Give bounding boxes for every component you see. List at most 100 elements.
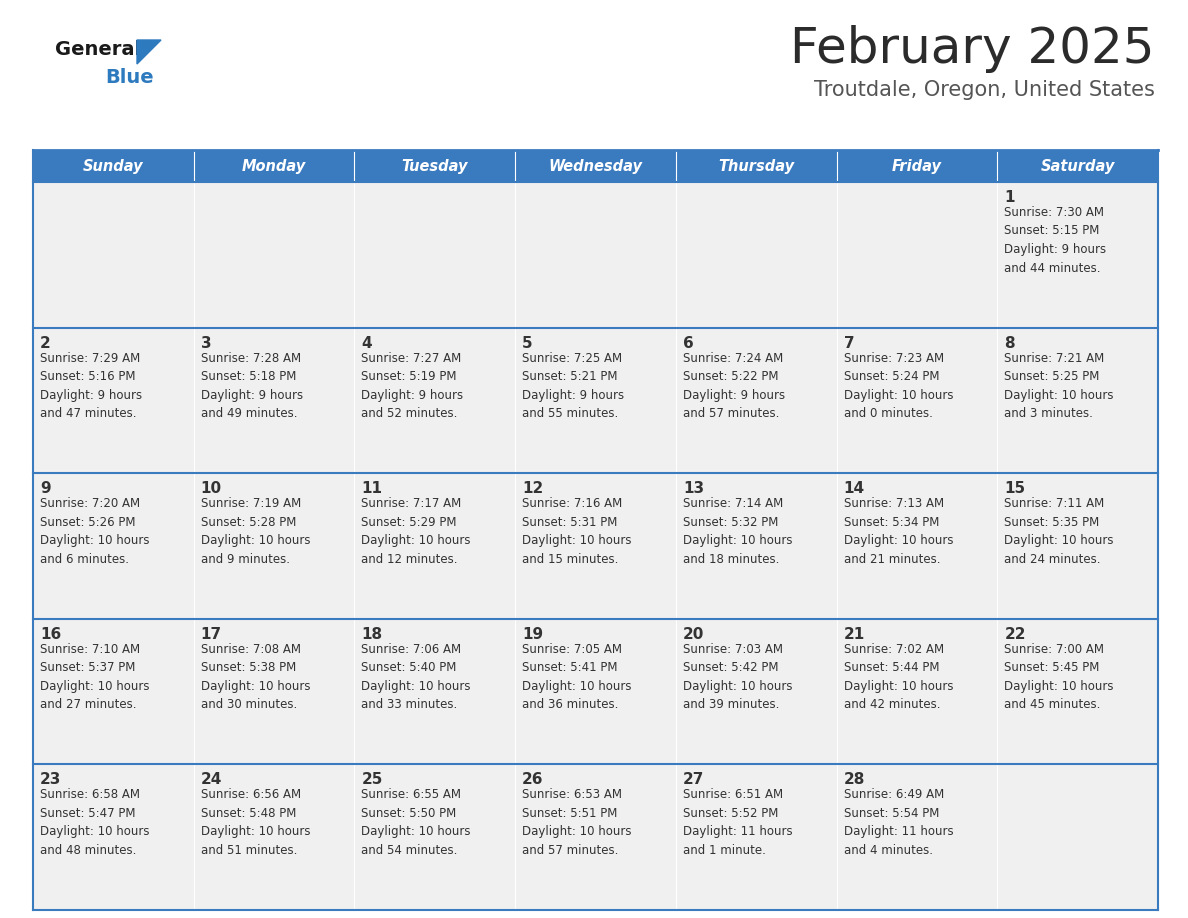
- Bar: [194, 473, 354, 619]
- Bar: [194, 765, 354, 910]
- Bar: [997, 765, 1158, 910]
- Bar: [354, 328, 516, 473]
- Bar: [354, 619, 516, 765]
- Text: Sunrise: 7:17 AM
Sunset: 5:29 PM
Daylight: 10 hours
and 12 minutes.: Sunrise: 7:17 AM Sunset: 5:29 PM Dayligh…: [361, 498, 470, 565]
- Text: 1: 1: [1004, 190, 1015, 205]
- Text: Friday: Friday: [892, 159, 942, 174]
- Text: Sunrise: 7:20 AM
Sunset: 5:26 PM
Daylight: 10 hours
and 6 minutes.: Sunrise: 7:20 AM Sunset: 5:26 PM Dayligh…: [40, 498, 150, 565]
- Text: Sunrise: 7:08 AM
Sunset: 5:38 PM
Daylight: 10 hours
and 30 minutes.: Sunrise: 7:08 AM Sunset: 5:38 PM Dayligh…: [201, 643, 310, 711]
- Text: 18: 18: [361, 627, 383, 642]
- Bar: [676, 619, 836, 765]
- Bar: [354, 765, 516, 910]
- Bar: [676, 150, 836, 182]
- Text: 26: 26: [523, 772, 544, 788]
- Text: Sunrise: 7:19 AM
Sunset: 5:28 PM
Daylight: 10 hours
and 9 minutes.: Sunrise: 7:19 AM Sunset: 5:28 PM Dayligh…: [201, 498, 310, 565]
- Text: 11: 11: [361, 481, 383, 497]
- Bar: [354, 473, 516, 619]
- Bar: [194, 150, 354, 182]
- Text: Sunrise: 7:05 AM
Sunset: 5:41 PM
Daylight: 10 hours
and 36 minutes.: Sunrise: 7:05 AM Sunset: 5:41 PM Dayligh…: [523, 643, 632, 711]
- Text: 4: 4: [361, 336, 372, 351]
- Bar: [676, 473, 836, 619]
- Text: Sunrise: 7:06 AM
Sunset: 5:40 PM
Daylight: 10 hours
and 33 minutes.: Sunrise: 7:06 AM Sunset: 5:40 PM Dayligh…: [361, 643, 470, 711]
- Bar: [516, 182, 676, 328]
- Bar: [676, 328, 836, 473]
- Bar: [516, 765, 676, 910]
- Text: 27: 27: [683, 772, 704, 788]
- Text: 21: 21: [843, 627, 865, 642]
- Text: Sunrise: 7:16 AM
Sunset: 5:31 PM
Daylight: 10 hours
and 15 minutes.: Sunrise: 7:16 AM Sunset: 5:31 PM Dayligh…: [523, 498, 632, 565]
- Text: Sunday: Sunday: [83, 159, 144, 174]
- Text: Sunrise: 7:27 AM
Sunset: 5:19 PM
Daylight: 9 hours
and 52 minutes.: Sunrise: 7:27 AM Sunset: 5:19 PM Dayligh…: [361, 352, 463, 420]
- Text: Sunrise: 7:23 AM
Sunset: 5:24 PM
Daylight: 10 hours
and 0 minutes.: Sunrise: 7:23 AM Sunset: 5:24 PM Dayligh…: [843, 352, 953, 420]
- Text: 16: 16: [40, 627, 62, 642]
- Bar: [33, 619, 194, 765]
- Text: 7: 7: [843, 336, 854, 351]
- Text: Sunrise: 7:10 AM
Sunset: 5:37 PM
Daylight: 10 hours
and 27 minutes.: Sunrise: 7:10 AM Sunset: 5:37 PM Dayligh…: [40, 643, 150, 711]
- Bar: [997, 328, 1158, 473]
- Text: 12: 12: [523, 481, 543, 497]
- Bar: [354, 150, 516, 182]
- Text: Sunrise: 6:56 AM
Sunset: 5:48 PM
Daylight: 10 hours
and 51 minutes.: Sunrise: 6:56 AM Sunset: 5:48 PM Dayligh…: [201, 789, 310, 856]
- Text: Tuesday: Tuesday: [402, 159, 468, 174]
- Text: Troutdale, Oregon, United States: Troutdale, Oregon, United States: [814, 80, 1155, 100]
- Text: Sunrise: 7:25 AM
Sunset: 5:21 PM
Daylight: 9 hours
and 55 minutes.: Sunrise: 7:25 AM Sunset: 5:21 PM Dayligh…: [523, 352, 624, 420]
- Bar: [836, 328, 997, 473]
- Text: 2: 2: [40, 336, 51, 351]
- Text: 3: 3: [201, 336, 211, 351]
- Text: Sunrise: 7:21 AM
Sunset: 5:25 PM
Daylight: 10 hours
and 3 minutes.: Sunrise: 7:21 AM Sunset: 5:25 PM Dayligh…: [1004, 352, 1114, 420]
- Text: 14: 14: [843, 481, 865, 497]
- Text: Thursday: Thursday: [719, 159, 795, 174]
- Bar: [676, 765, 836, 910]
- Text: Sunrise: 7:30 AM
Sunset: 5:15 PM
Daylight: 9 hours
and 44 minutes.: Sunrise: 7:30 AM Sunset: 5:15 PM Dayligh…: [1004, 206, 1106, 274]
- Polygon shape: [137, 40, 162, 64]
- Text: 19: 19: [523, 627, 543, 642]
- Text: Sunrise: 6:55 AM
Sunset: 5:50 PM
Daylight: 10 hours
and 54 minutes.: Sunrise: 6:55 AM Sunset: 5:50 PM Dayligh…: [361, 789, 470, 856]
- Bar: [997, 150, 1158, 182]
- Text: 13: 13: [683, 481, 704, 497]
- Text: Sunrise: 7:14 AM
Sunset: 5:32 PM
Daylight: 10 hours
and 18 minutes.: Sunrise: 7:14 AM Sunset: 5:32 PM Dayligh…: [683, 498, 792, 565]
- Text: 10: 10: [201, 481, 222, 497]
- Text: Sunrise: 7:11 AM
Sunset: 5:35 PM
Daylight: 10 hours
and 24 minutes.: Sunrise: 7:11 AM Sunset: 5:35 PM Dayligh…: [1004, 498, 1114, 565]
- Text: February 2025: February 2025: [790, 25, 1155, 73]
- Bar: [676, 182, 836, 328]
- Bar: [516, 150, 676, 182]
- Bar: [33, 473, 194, 619]
- Text: Wednesday: Wednesday: [549, 159, 643, 174]
- Text: 17: 17: [201, 627, 222, 642]
- Text: Sunrise: 6:49 AM
Sunset: 5:54 PM
Daylight: 11 hours
and 4 minutes.: Sunrise: 6:49 AM Sunset: 5:54 PM Dayligh…: [843, 789, 953, 856]
- Text: Sunrise: 7:13 AM
Sunset: 5:34 PM
Daylight: 10 hours
and 21 minutes.: Sunrise: 7:13 AM Sunset: 5:34 PM Dayligh…: [843, 498, 953, 565]
- Bar: [194, 328, 354, 473]
- Text: 9: 9: [40, 481, 51, 497]
- Bar: [997, 182, 1158, 328]
- Bar: [516, 619, 676, 765]
- Text: 5: 5: [523, 336, 532, 351]
- Text: Sunrise: 7:00 AM
Sunset: 5:45 PM
Daylight: 10 hours
and 45 minutes.: Sunrise: 7:00 AM Sunset: 5:45 PM Dayligh…: [1004, 643, 1114, 711]
- Text: Sunrise: 7:29 AM
Sunset: 5:16 PM
Daylight: 9 hours
and 47 minutes.: Sunrise: 7:29 AM Sunset: 5:16 PM Dayligh…: [40, 352, 143, 420]
- Bar: [836, 182, 997, 328]
- Bar: [836, 150, 997, 182]
- Text: Sunrise: 6:51 AM
Sunset: 5:52 PM
Daylight: 11 hours
and 1 minute.: Sunrise: 6:51 AM Sunset: 5:52 PM Dayligh…: [683, 789, 792, 856]
- Bar: [516, 473, 676, 619]
- Text: 6: 6: [683, 336, 694, 351]
- Text: Sunrise: 7:24 AM
Sunset: 5:22 PM
Daylight: 9 hours
and 57 minutes.: Sunrise: 7:24 AM Sunset: 5:22 PM Dayligh…: [683, 352, 785, 420]
- Bar: [33, 765, 194, 910]
- Text: 22: 22: [1004, 627, 1025, 642]
- Text: 15: 15: [1004, 481, 1025, 497]
- Text: 20: 20: [683, 627, 704, 642]
- Bar: [33, 150, 194, 182]
- Bar: [836, 619, 997, 765]
- Text: Blue: Blue: [105, 68, 153, 87]
- Text: Sunrise: 6:58 AM
Sunset: 5:47 PM
Daylight: 10 hours
and 48 minutes.: Sunrise: 6:58 AM Sunset: 5:47 PM Dayligh…: [40, 789, 150, 856]
- Bar: [836, 473, 997, 619]
- Bar: [33, 328, 194, 473]
- Bar: [194, 182, 354, 328]
- Text: 25: 25: [361, 772, 383, 788]
- Text: Sunrise: 7:28 AM
Sunset: 5:18 PM
Daylight: 9 hours
and 49 minutes.: Sunrise: 7:28 AM Sunset: 5:18 PM Dayligh…: [201, 352, 303, 420]
- Text: General: General: [55, 40, 141, 59]
- Text: Saturday: Saturday: [1041, 159, 1114, 174]
- Text: Sunrise: 7:02 AM
Sunset: 5:44 PM
Daylight: 10 hours
and 42 minutes.: Sunrise: 7:02 AM Sunset: 5:44 PM Dayligh…: [843, 643, 953, 711]
- Bar: [997, 619, 1158, 765]
- Text: 24: 24: [201, 772, 222, 788]
- Bar: [516, 328, 676, 473]
- Text: Monday: Monday: [242, 159, 307, 174]
